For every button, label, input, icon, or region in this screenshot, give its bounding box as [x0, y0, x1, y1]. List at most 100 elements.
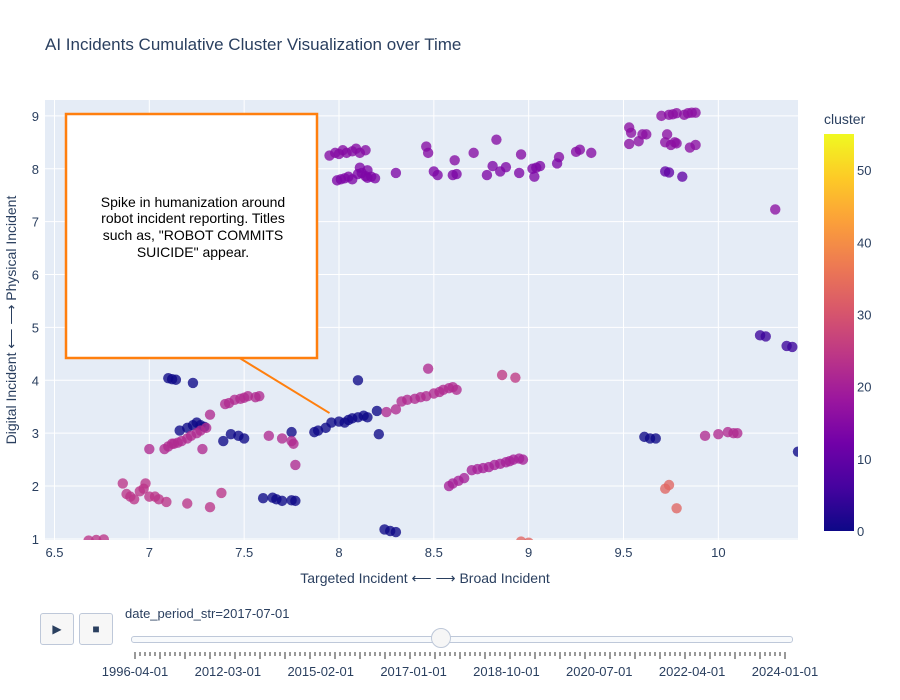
data-point: [187, 377, 199, 389]
x-tick-label: 6.5: [45, 545, 63, 560]
data-point: [242, 390, 254, 402]
data-point: [197, 443, 208, 455]
y-tick-label: 9: [32, 109, 39, 124]
data-point: [238, 433, 250, 444]
data-point: [496, 369, 508, 381]
y-tick-label: 2: [32, 479, 39, 494]
date-slider-handle[interactable]: [431, 628, 452, 648]
data-point: [422, 363, 434, 374]
annotation-box: [64, 112, 319, 360]
data-point: [201, 422, 212, 434]
data-point: [360, 145, 371, 156]
x-tick-label: 8.5: [425, 545, 443, 560]
data-point: [792, 446, 798, 457]
colorbar-tick-label: 30: [857, 307, 871, 322]
data-point: [699, 430, 711, 442]
x-tick-label: 7: [146, 545, 153, 560]
annotation-line-4: SUICIDE" appear.: [137, 244, 249, 260]
data-point: [690, 139, 701, 151]
data-point: [117, 478, 128, 489]
date-slider-track[interactable]: [131, 636, 793, 643]
data-point: [263, 430, 275, 442]
data-point: [663, 167, 675, 178]
y-tick-label: 5: [32, 320, 39, 335]
y-tick-label: 4: [32, 373, 39, 388]
data-point: [656, 110, 667, 122]
y-tick-label: 1: [32, 532, 39, 547]
data-point: [257, 493, 269, 504]
data-point: [663, 479, 675, 491]
data-point: [574, 144, 586, 155]
data-point: [254, 390, 265, 402]
colorbar-tick-label: 20: [857, 380, 871, 395]
data-point: [713, 429, 724, 440]
data-point: [144, 443, 155, 455]
x-axis-ticks: 6.5 7 7.5 8 8.5 9 9.5 10: [45, 545, 725, 560]
data-point: [170, 374, 182, 385]
data-point: [149, 491, 161, 502]
x-axis-title: Targeted Incident ⟵ ⟶ Broad Incident: [300, 570, 550, 586]
data-point: [216, 487, 227, 499]
data-point: [362, 165, 373, 176]
stop-button[interactable]: ■: [79, 613, 113, 645]
data-point: [381, 406, 392, 418]
data-point: [787, 341, 798, 353]
data-point: [290, 495, 301, 507]
data-point: [677, 171, 688, 182]
data-point: [513, 167, 525, 179]
annotation: Spike in humanization around robot incid…: [64, 112, 331, 414]
y-axis-ticks: 1 2 3 4 5 6 7 8 9: [32, 109, 39, 547]
data-point: [458, 472, 470, 484]
colorbar-tick-label: 10: [857, 452, 871, 467]
data-point: [161, 496, 172, 508]
colorbar-tick-label: 40: [857, 235, 871, 250]
slider-tick-label: 2012-03-01: [194, 664, 262, 679]
data-point: [204, 409, 216, 420]
data-point: [515, 149, 527, 160]
data-point: [276, 495, 288, 507]
data-point: [204, 502, 216, 513]
data-point: [373, 429, 385, 440]
data-point: [586, 147, 597, 159]
data-point: [524, 537, 534, 540]
data-point: [671, 138, 682, 149]
data-points: [83, 107, 798, 540]
data-point: [690, 107, 701, 118]
colorbar-tick-label: 0: [857, 524, 864, 539]
data-point: [517, 454, 529, 465]
play-button[interactable]: ▶: [40, 613, 74, 645]
x-tick-label: 7.5: [235, 545, 253, 560]
colorbar-title: cluster: [824, 111, 866, 127]
data-point: [371, 405, 383, 417]
data-point: [516, 536, 527, 540]
colorbar-tick-label: 50: [857, 163, 871, 178]
y-axis-title: Digital Incident ⟵ ⟶ Physical Incident: [3, 196, 19, 445]
annotation-line-1: Spike in humanization around: [101, 194, 285, 210]
y-tick-label: 6: [32, 268, 39, 283]
slider-tick-label: 2024-01-01: [751, 664, 819, 679]
data-point: [451, 168, 462, 180]
data-point: [534, 160, 546, 172]
data-point: [362, 412, 373, 423]
data-point: [286, 426, 297, 438]
slider-current-value: date_period_str=2017-07-01: [125, 606, 290, 621]
data-point: [390, 526, 402, 538]
data-point: [218, 435, 229, 447]
data-point: [661, 129, 673, 140]
data-point: [451, 384, 462, 396]
x-tick-label: 9.5: [614, 545, 632, 560]
annotation-line-3: such as, "ROBOT COMMITS: [103, 227, 284, 243]
slider-tick-label: 2017-01-01: [380, 664, 447, 679]
colorbar: [824, 134, 854, 531]
chart-title: AI Incidents Cumulative Cluster Visualiz…: [45, 35, 461, 54]
data-point: [390, 404, 402, 415]
data-point: [182, 498, 193, 509]
data-point: [326, 417, 337, 428]
slider-tick-label: 2018-10-01: [473, 664, 540, 679]
colorbar-ticks: 0 10 20 30 40 50: [857, 163, 871, 539]
data-point: [276, 433, 288, 444]
x-tick-label: 10: [711, 545, 725, 560]
slider-tick-label: 2020-07-01: [566, 664, 633, 679]
data-point: [623, 138, 635, 150]
